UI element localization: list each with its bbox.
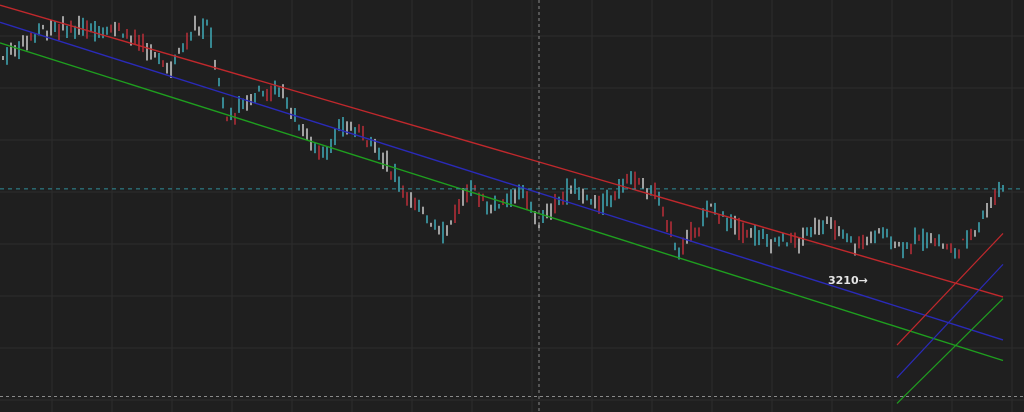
channel-middle-line xyxy=(0,21,1004,341)
channel-upper-line xyxy=(0,4,1004,298)
ohlc-bars xyxy=(2,15,1004,260)
short-channel-middle-line xyxy=(896,263,1004,379)
trend-channel-lines xyxy=(0,4,1004,404)
channel-lower-line xyxy=(0,42,1004,362)
short-channel-upper-line xyxy=(896,233,1004,346)
short-channel-lower-line xyxy=(896,298,1004,404)
annotation-label: 3210→ xyxy=(828,274,868,287)
